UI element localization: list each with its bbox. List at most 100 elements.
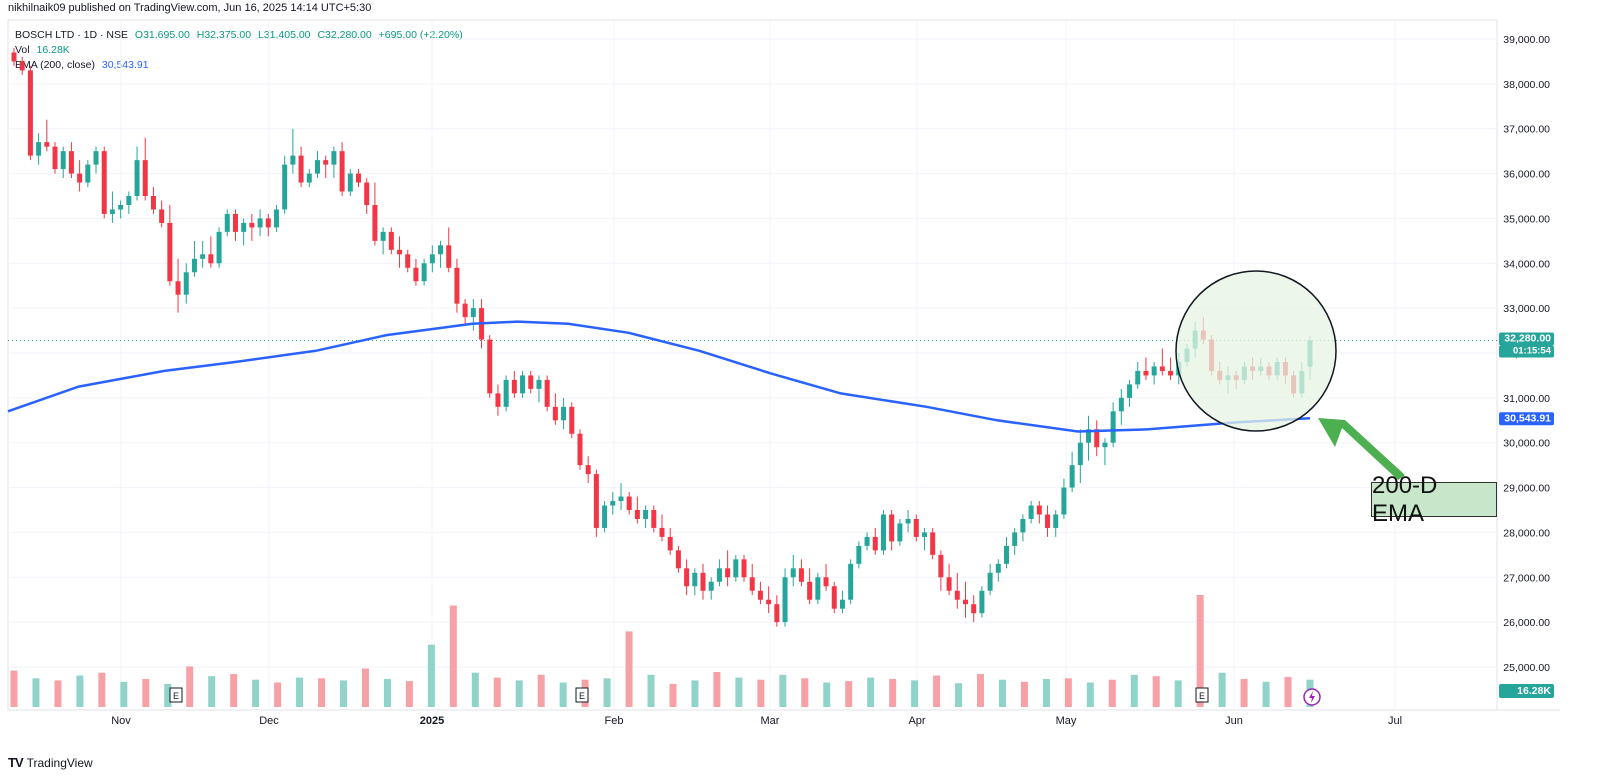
candle-body (347, 173, 353, 192)
volume-bar (955, 683, 963, 707)
candle-body (585, 465, 591, 475)
symbol-label[interactable]: BOSCH LTD · 1D · NSE (15, 29, 128, 41)
low-value: L31,405.00 (257, 29, 311, 41)
candle-body (716, 568, 722, 582)
candle-body (224, 213, 230, 232)
candle-body (397, 249, 403, 255)
highlight-circle (1175, 270, 1337, 432)
candle-body (741, 559, 747, 578)
volume-bar (933, 675, 941, 707)
volume-bar (647, 674, 655, 707)
candle-body (807, 581, 813, 600)
candle-body (356, 173, 362, 183)
candle-body (897, 523, 903, 542)
time-axis: Nov Dec 2025 Feb Mar Apr May Jun Jul (111, 715, 1402, 727)
candle-body (675, 550, 681, 569)
volume-bar (427, 644, 435, 707)
x-tick-label: Feb (605, 715, 624, 727)
candle-body (257, 218, 263, 228)
candle-body (1135, 370, 1141, 385)
earnings-marker-label: E (173, 691, 179, 701)
candle-body (692, 572, 698, 587)
volume-bar (142, 679, 150, 707)
volume-bar (779, 674, 787, 707)
candle-body (314, 160, 320, 174)
volume-bar (186, 666, 194, 707)
candle-body (913, 518, 919, 537)
volume-bar (1174, 680, 1182, 707)
volume-bar (230, 674, 238, 707)
candle-body (191, 258, 197, 273)
candle-body (85, 164, 91, 183)
candle-body (487, 339, 493, 394)
price-axis: 39,000.00 38,000.00 37,000.00 36,000.00 35,0… (1499, 34, 1554, 698)
candle-body (388, 231, 394, 250)
volume-bar (1108, 679, 1116, 707)
candle-body (1069, 465, 1075, 488)
candle-body (93, 151, 99, 165)
candle-body (142, 160, 148, 196)
candle-body (503, 379, 509, 407)
lightning-icon-glyph (1309, 691, 1315, 703)
candle-body (462, 303, 468, 318)
volume-bars (10, 595, 1314, 707)
x-tick-label: Mar (761, 715, 780, 727)
volume-value: 16.28K (36, 44, 70, 56)
x-tick-label: May (1056, 715, 1077, 727)
candle-body (593, 474, 599, 528)
volume-bar (32, 678, 40, 707)
volume-price-label-bg (1499, 684, 1554, 698)
candle-body (413, 267, 419, 282)
candle-body (52, 146, 58, 170)
ema-value: 30,543.91 (101, 59, 149, 71)
volume-bar (1240, 679, 1248, 707)
earnings-marker (575, 687, 589, 703)
footer-brand[interactable]: TV TradingView (8, 755, 93, 770)
y-tick-label: 35,000.00 (1503, 213, 1550, 225)
volume-bar (1152, 676, 1160, 707)
candle-body (1143, 370, 1149, 376)
x-tick-label: Jun (1225, 715, 1243, 727)
volume-label[interactable]: Vol (15, 44, 30, 56)
candle-body (938, 554, 944, 578)
candle-body (1168, 370, 1174, 376)
high-value: H32,375.00 (196, 29, 252, 41)
candle-body (19, 61, 25, 71)
brand-name: TradingView (26, 755, 93, 770)
candle-body (1053, 514, 1059, 528)
volume-bar (1130, 674, 1138, 707)
candle-body (298, 155, 304, 183)
candle-body (946, 577, 952, 591)
candle-body (232, 213, 238, 232)
tradingview-logo-icon: TV (8, 755, 24, 770)
candle-body (954, 590, 960, 600)
volume-bar (318, 678, 326, 707)
volume-bar (559, 682, 567, 707)
y-tick-label: 33,000.00 (1503, 303, 1550, 315)
candle-body (273, 209, 279, 228)
volume-bar (1262, 681, 1270, 707)
volume-bar (493, 677, 501, 707)
candle-body (962, 599, 968, 605)
candle-body (11, 52, 17, 62)
candle-body (68, 151, 74, 174)
y-tick-label: 39,000.00 (1503, 34, 1550, 46)
candle-body (1061, 487, 1067, 515)
candle-body (1012, 532, 1018, 546)
ema-label[interactable]: EMA (200, close) (15, 59, 95, 71)
y-tick-label: 27,000.00 (1503, 572, 1550, 584)
candle-body (651, 510, 657, 528)
candle-body (979, 590, 985, 614)
legend-ema-row: EMA (200, close) 30,543.91 (15, 58, 467, 73)
candle-body (36, 142, 42, 156)
y-tick-label: 28,000.00 (1503, 527, 1550, 539)
candle-body (27, 70, 33, 156)
chart-grid (7, 19, 1560, 711)
volume-bar (383, 679, 391, 707)
candle-body (667, 536, 673, 551)
y-tick-label: 29,000.00 (1503, 483, 1550, 495)
volume-bar (54, 680, 62, 707)
y-tick-label: 26,000.00 (1503, 617, 1550, 629)
x-tick-label: Dec (259, 715, 279, 727)
